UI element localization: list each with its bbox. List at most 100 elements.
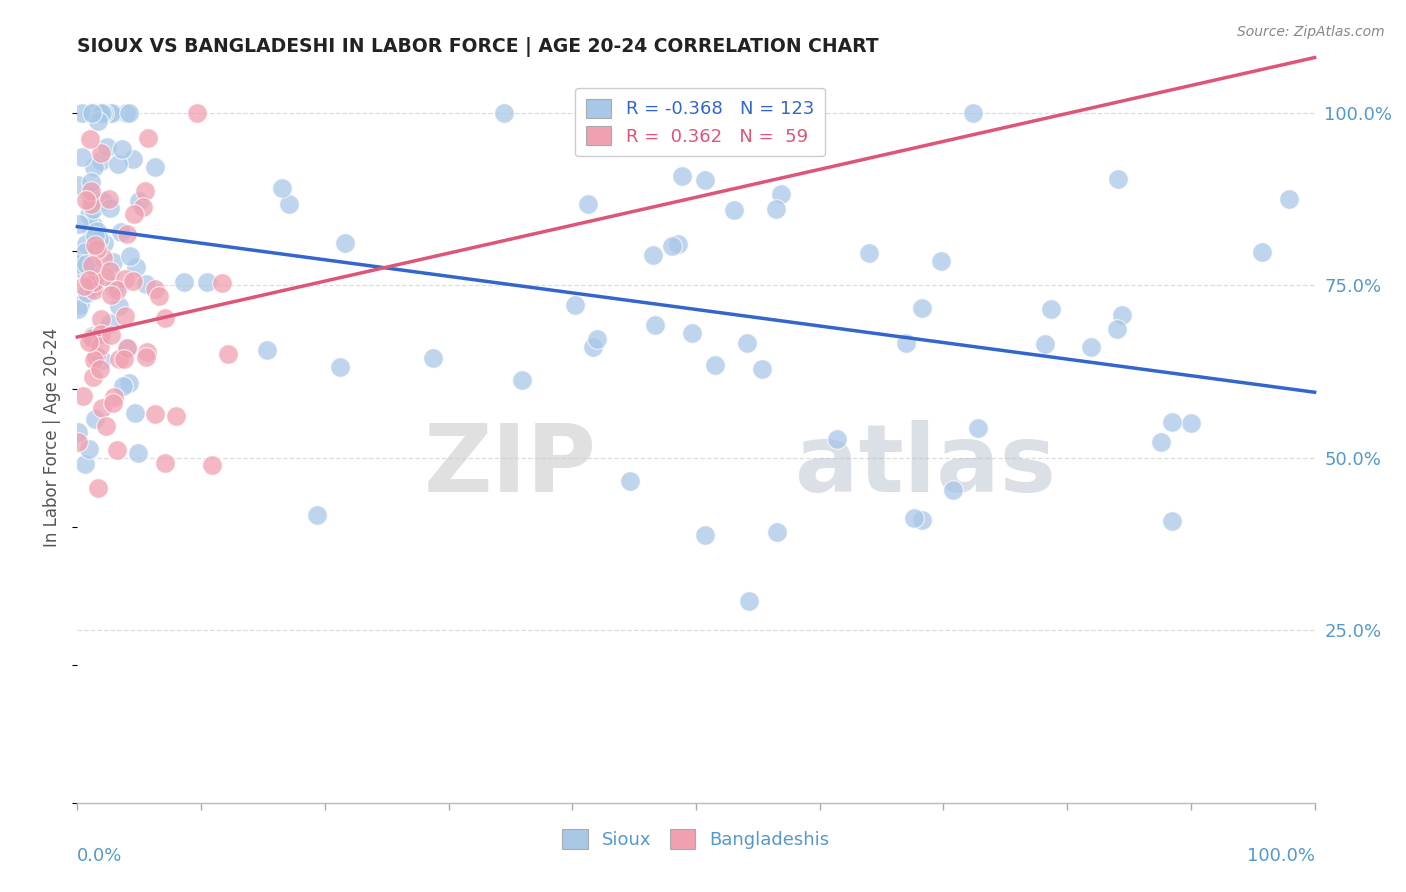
Point: [107, 157, 129, 171]
Point: [114, 105, 136, 120]
Point: [195, 276, 218, 290]
Point: [173, 275, 195, 289]
Point: [89, 362, 111, 376]
Point: [1161, 415, 1184, 429]
Point: [77, 335, 100, 350]
Point: [67, 255, 90, 269]
Point: [125, 260, 148, 274]
Point: [80, 331, 103, 345]
Point: [73, 278, 96, 293]
Point: [148, 288, 170, 302]
Point: [90, 401, 112, 415]
Text: atlas: atlas: [794, 420, 1056, 512]
Point: [136, 344, 159, 359]
Point: [585, 332, 607, 346]
Point: [766, 525, 789, 540]
Point: [124, 406, 146, 420]
Point: [82, 218, 104, 232]
Point: [89, 232, 111, 246]
Point: [103, 283, 125, 297]
Point: [681, 326, 703, 341]
Point: [1035, 336, 1057, 351]
Point: [79, 105, 101, 120]
Point: [98, 264, 121, 278]
Point: [735, 335, 758, 350]
Point: [108, 351, 131, 366]
Point: [105, 442, 128, 457]
Point: [564, 298, 586, 312]
Point: [1250, 244, 1272, 259]
Point: [135, 277, 157, 291]
Point: [153, 310, 176, 325]
Point: [671, 169, 693, 184]
Point: [103, 395, 125, 409]
Point: [217, 347, 239, 361]
Point: [619, 474, 641, 488]
Point: [84, 237, 107, 252]
Point: [91, 194, 114, 208]
Point: [512, 373, 534, 387]
Point: [132, 200, 155, 214]
Point: [86, 243, 108, 257]
Point: [89, 146, 111, 161]
Point: [117, 341, 139, 355]
Point: [333, 236, 356, 251]
Point: [858, 246, 880, 260]
Point: [111, 142, 134, 156]
Point: [80, 221, 103, 235]
Point: [1277, 192, 1299, 206]
Point: [67, 301, 90, 316]
Point: [1180, 416, 1202, 430]
Text: ZIP: ZIP: [425, 420, 598, 512]
Point: [91, 105, 114, 120]
Point: [117, 341, 139, 355]
Point: [145, 160, 167, 174]
Point: [83, 160, 105, 174]
Point: [128, 194, 150, 208]
Point: [136, 131, 159, 145]
Point: [765, 202, 787, 216]
Point: [751, 361, 773, 376]
Point: [644, 318, 666, 333]
Point: [76, 286, 98, 301]
Point: [83, 353, 105, 368]
Point: [329, 359, 352, 374]
Point: [492, 105, 515, 120]
Point: [75, 256, 97, 270]
Point: [894, 336, 917, 351]
Point: [770, 187, 793, 202]
Point: [121, 153, 143, 167]
Point: [1107, 321, 1129, 335]
Point: [118, 376, 141, 390]
Point: [93, 235, 115, 250]
Point: [1161, 515, 1184, 529]
Point: [77, 442, 100, 456]
Point: [962, 105, 984, 120]
Point: [135, 350, 157, 364]
Point: [83, 275, 105, 289]
Point: [277, 197, 299, 211]
Point: [70, 150, 93, 164]
Point: [103, 254, 125, 268]
Text: 100.0%: 100.0%: [1247, 847, 1315, 864]
Point: [772, 136, 794, 151]
Point: [79, 132, 101, 146]
Legend: Sioux, Bangladeshis: Sioux, Bangladeshis: [555, 822, 837, 856]
Point: [91, 353, 114, 368]
Point: [115, 227, 138, 241]
Point: [86, 224, 108, 238]
Point: [127, 445, 149, 459]
Point: [87, 114, 110, 128]
Point: [97, 193, 120, 207]
Point: [100, 105, 122, 120]
Point: [80, 105, 103, 120]
Point: [84, 228, 107, 243]
Point: [79, 187, 101, 202]
Point: [67, 178, 90, 193]
Point: [1080, 340, 1102, 354]
Point: [1039, 302, 1062, 317]
Point: [77, 208, 100, 222]
Point: [100, 328, 122, 343]
Point: [90, 153, 112, 168]
Point: [80, 197, 103, 211]
